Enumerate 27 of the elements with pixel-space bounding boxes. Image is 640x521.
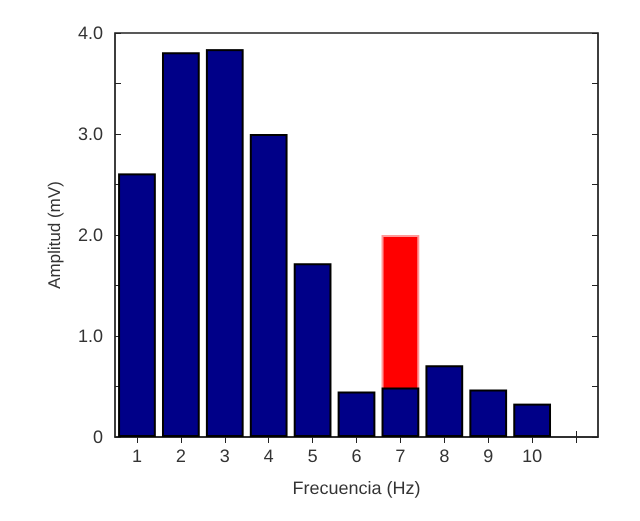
x-axis-title: Frecuencia (Hz)	[292, 478, 421, 498]
bar	[425, 365, 464, 437]
y-axis-title: Amplitud (mV)	[45, 181, 64, 289]
y-tick-label: 4.0	[78, 23, 103, 43]
bar	[250, 134, 288, 437]
bar	[382, 388, 420, 437]
x-tick-label: 9	[483, 446, 494, 466]
x-tick-label: 3	[220, 446, 230, 466]
bar	[118, 173, 156, 437]
bar	[469, 390, 508, 437]
bar	[162, 52, 200, 437]
x-tick-label: 8	[439, 446, 450, 466]
y-tick-label: 3.0	[78, 124, 103, 144]
y-tick-label: 1.0	[78, 326, 103, 346]
x-tick-label: 4	[264, 446, 274, 466]
x-tick-label: 6	[351, 446, 362, 466]
bar	[206, 49, 244, 437]
x-tick-label: 7	[395, 446, 406, 466]
y-tick-label: 0	[92, 427, 103, 447]
x-tick-label: 1	[132, 446, 142, 466]
x-tick-label: 2	[176, 446, 186, 466]
bar	[338, 392, 376, 437]
x-tick-label: 10	[522, 446, 542, 466]
y-tick-label: 2.0	[78, 225, 103, 245]
bar	[294, 263, 332, 437]
x-tick-label: 5	[308, 446, 318, 466]
bar	[513, 404, 552, 437]
